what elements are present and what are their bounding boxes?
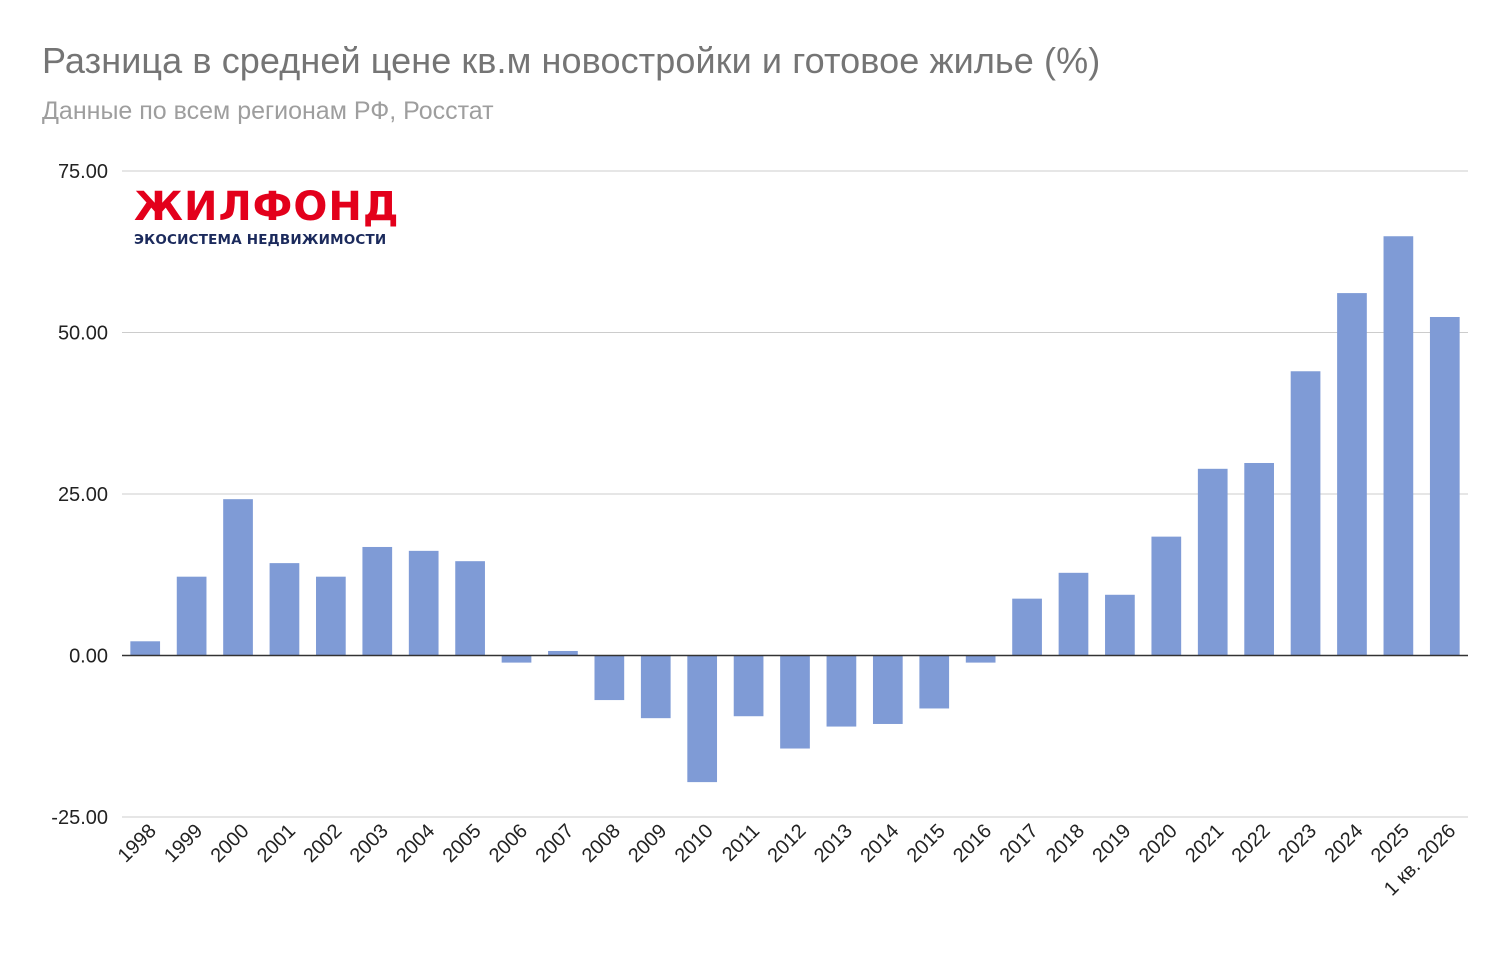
- x-tick-label: 2004: [392, 820, 439, 867]
- bar: [640, 655, 671, 719]
- x-tick-label: 2003: [346, 820, 393, 867]
- x-tick-label: 2008: [578, 820, 625, 867]
- x-tick-label: 2015: [903, 820, 950, 867]
- chart-title: Разница в средней цене кв.м новостройки …: [42, 40, 1101, 81]
- bar: [965, 655, 996, 663]
- x-tick-label: 2022: [1228, 820, 1275, 867]
- bar: [316, 576, 346, 656]
- x-tick-label: 1999: [160, 820, 207, 867]
- x-tick-label: 2009: [624, 820, 671, 867]
- x-tick-label: 2000: [207, 820, 254, 867]
- bar: [408, 550, 439, 656]
- bars: [130, 236, 1460, 783]
- y-tick-label: 0.00: [69, 646, 108, 668]
- bar: [1383, 236, 1414, 656]
- x-tick-label: 2024: [1320, 820, 1367, 867]
- x-tick-label: 2011: [718, 820, 764, 866]
- bar: [548, 650, 578, 656]
- x-tick-label: 2002: [299, 820, 346, 867]
- bar: [733, 655, 764, 717]
- x-tick-label: 2001: [253, 820, 300, 867]
- bar: [1197, 468, 1228, 656]
- bar: [455, 561, 485, 656]
- x-tick-label: 2013: [810, 820, 857, 867]
- chart-subtitle: Данные по всем регионам РФ, Росстат: [42, 97, 494, 125]
- bar: [1244, 462, 1274, 656]
- y-tick-label: 50.00: [58, 323, 108, 345]
- y-tick-label: 25.00: [58, 484, 108, 506]
- grid-lines: [122, 170, 1468, 818]
- y-tick-label: -25.00: [51, 807, 108, 829]
- bar: [223, 499, 253, 656]
- zhilfond-logo: ЖИЛФОНД ЭКОСИСТЕМА НЕДВИЖИМОСТИ: [134, 184, 399, 248]
- x-tick-label: 2016: [949, 820, 996, 867]
- y-axis-ticks: 75.00 50.00 25.00 0.00 -25.00: [51, 161, 108, 829]
- x-axis-ticks: 1998 1999 2000 2001 2002 2003 2004 2005 2006 2007…: [114, 820, 1461, 900]
- bar: [1290, 371, 1321, 656]
- bar: [1105, 594, 1135, 656]
- x-tick-label: 2006: [485, 820, 532, 867]
- bar: [594, 655, 625, 701]
- x-tick-label: 2021: [1181, 820, 1228, 867]
- bar: [780, 655, 810, 749]
- bar: [1151, 536, 1182, 656]
- x-tick-label: 2017: [996, 820, 1043, 867]
- bar: [872, 655, 903, 724]
- x-tick-label: 1998: [114, 820, 161, 867]
- bar: [687, 655, 718, 783]
- bar: [269, 563, 300, 656]
- bar: [130, 641, 161, 656]
- x-tick-label: 2019: [1088, 820, 1135, 867]
- y-tick-label: 75.00: [58, 161, 108, 183]
- bar: [1012, 598, 1042, 656]
- logo-tagline: ЭКОСИСТЕМА НЕДВИЖИМОСТИ: [134, 232, 387, 248]
- bar: [919, 655, 950, 709]
- x-tick-label: 2005: [439, 820, 486, 867]
- bar: [1337, 293, 1367, 656]
- x-tick-label: 2010: [671, 820, 718, 867]
- x-tick-label: 2012: [764, 820, 811, 867]
- logo-wordmark: ЖИЛФОНД: [134, 184, 400, 230]
- x-tick-label: 2018: [1042, 820, 1089, 867]
- bar: [362, 546, 393, 656]
- x-tick-label: 2023: [1274, 820, 1321, 867]
- x-tick-label: 2020: [1135, 820, 1182, 867]
- bar: [501, 655, 532, 663]
- bar: [1429, 316, 1460, 656]
- x-tick-label: 2007: [531, 820, 578, 867]
- bar: [826, 655, 857, 727]
- bar: [1058, 572, 1089, 656]
- x-tick-label: 2014: [856, 820, 903, 867]
- bar: [176, 576, 207, 656]
